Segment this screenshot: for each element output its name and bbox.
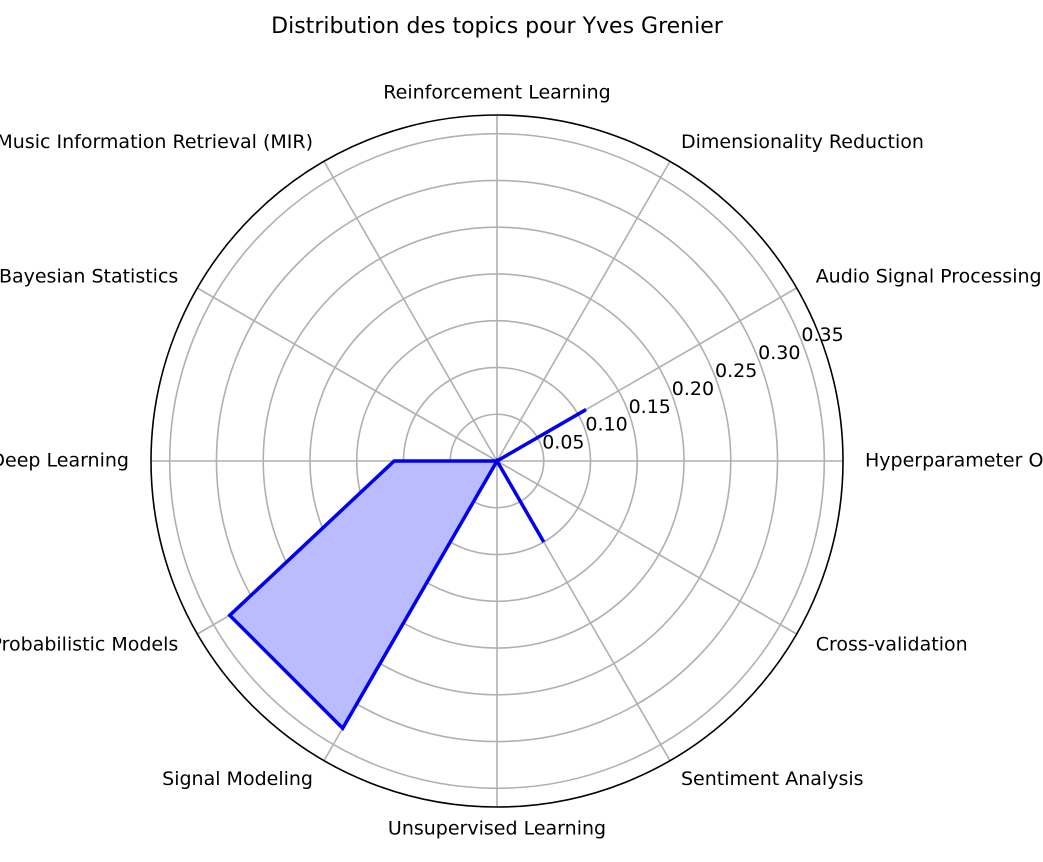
category-label: Dimensionality Reduction — [681, 131, 924, 153]
grid-ring — [262, 226, 732, 696]
category-label: Cross-validation — [816, 634, 968, 656]
category-label: Probabilistic Models — [0, 634, 178, 656]
outer-frame — [150, 114, 844, 808]
radial-tick-label: 0.25 — [715, 360, 757, 382]
data-layer — [227, 408, 587, 732]
spoke-line — [496, 160, 671, 462]
category-label: Machine Listening and Music Information … — [0, 131, 313, 153]
category-label: Hyperparameter Optimization — [865, 450, 1043, 472]
category-label: Reinforcement Learning — [383, 82, 610, 104]
category-label: Unsupervised Learning — [388, 818, 606, 840]
grid-ring — [168, 132, 826, 790]
radial-tick-label: 0.30 — [758, 342, 800, 364]
spoke-line — [496, 460, 798, 635]
category-label: Bayesian Statistics — [0, 266, 178, 288]
grid-ring — [355, 319, 639, 603]
category-label: Deep Learning — [0, 450, 129, 472]
series-fill — [229, 409, 587, 729]
chart-title: Distribution des topics pour Yves Grenie… — [271, 14, 724, 39]
label-layer: Hyperparameter Optimization Audio Signal … — [0, 82, 1043, 840]
spoke-line — [323, 160, 498, 462]
radial-tick-label: 0.35 — [801, 324, 843, 346]
spoke-line — [196, 287, 498, 462]
radial-tick-label: 0.20 — [672, 378, 714, 400]
category-label: Signal Modeling — [162, 768, 313, 790]
radial-tick-label: 0.15 — [629, 396, 671, 418]
category-label: Sentiment Analysis — [681, 768, 864, 790]
grid-ring — [309, 273, 685, 649]
radial-tick-label: 0.05 — [542, 432, 584, 454]
grid-ring — [215, 179, 779, 743]
category-label: Audio Signal Processing — [816, 266, 1042, 288]
radial-tick-label: 0.10 — [585, 414, 627, 436]
